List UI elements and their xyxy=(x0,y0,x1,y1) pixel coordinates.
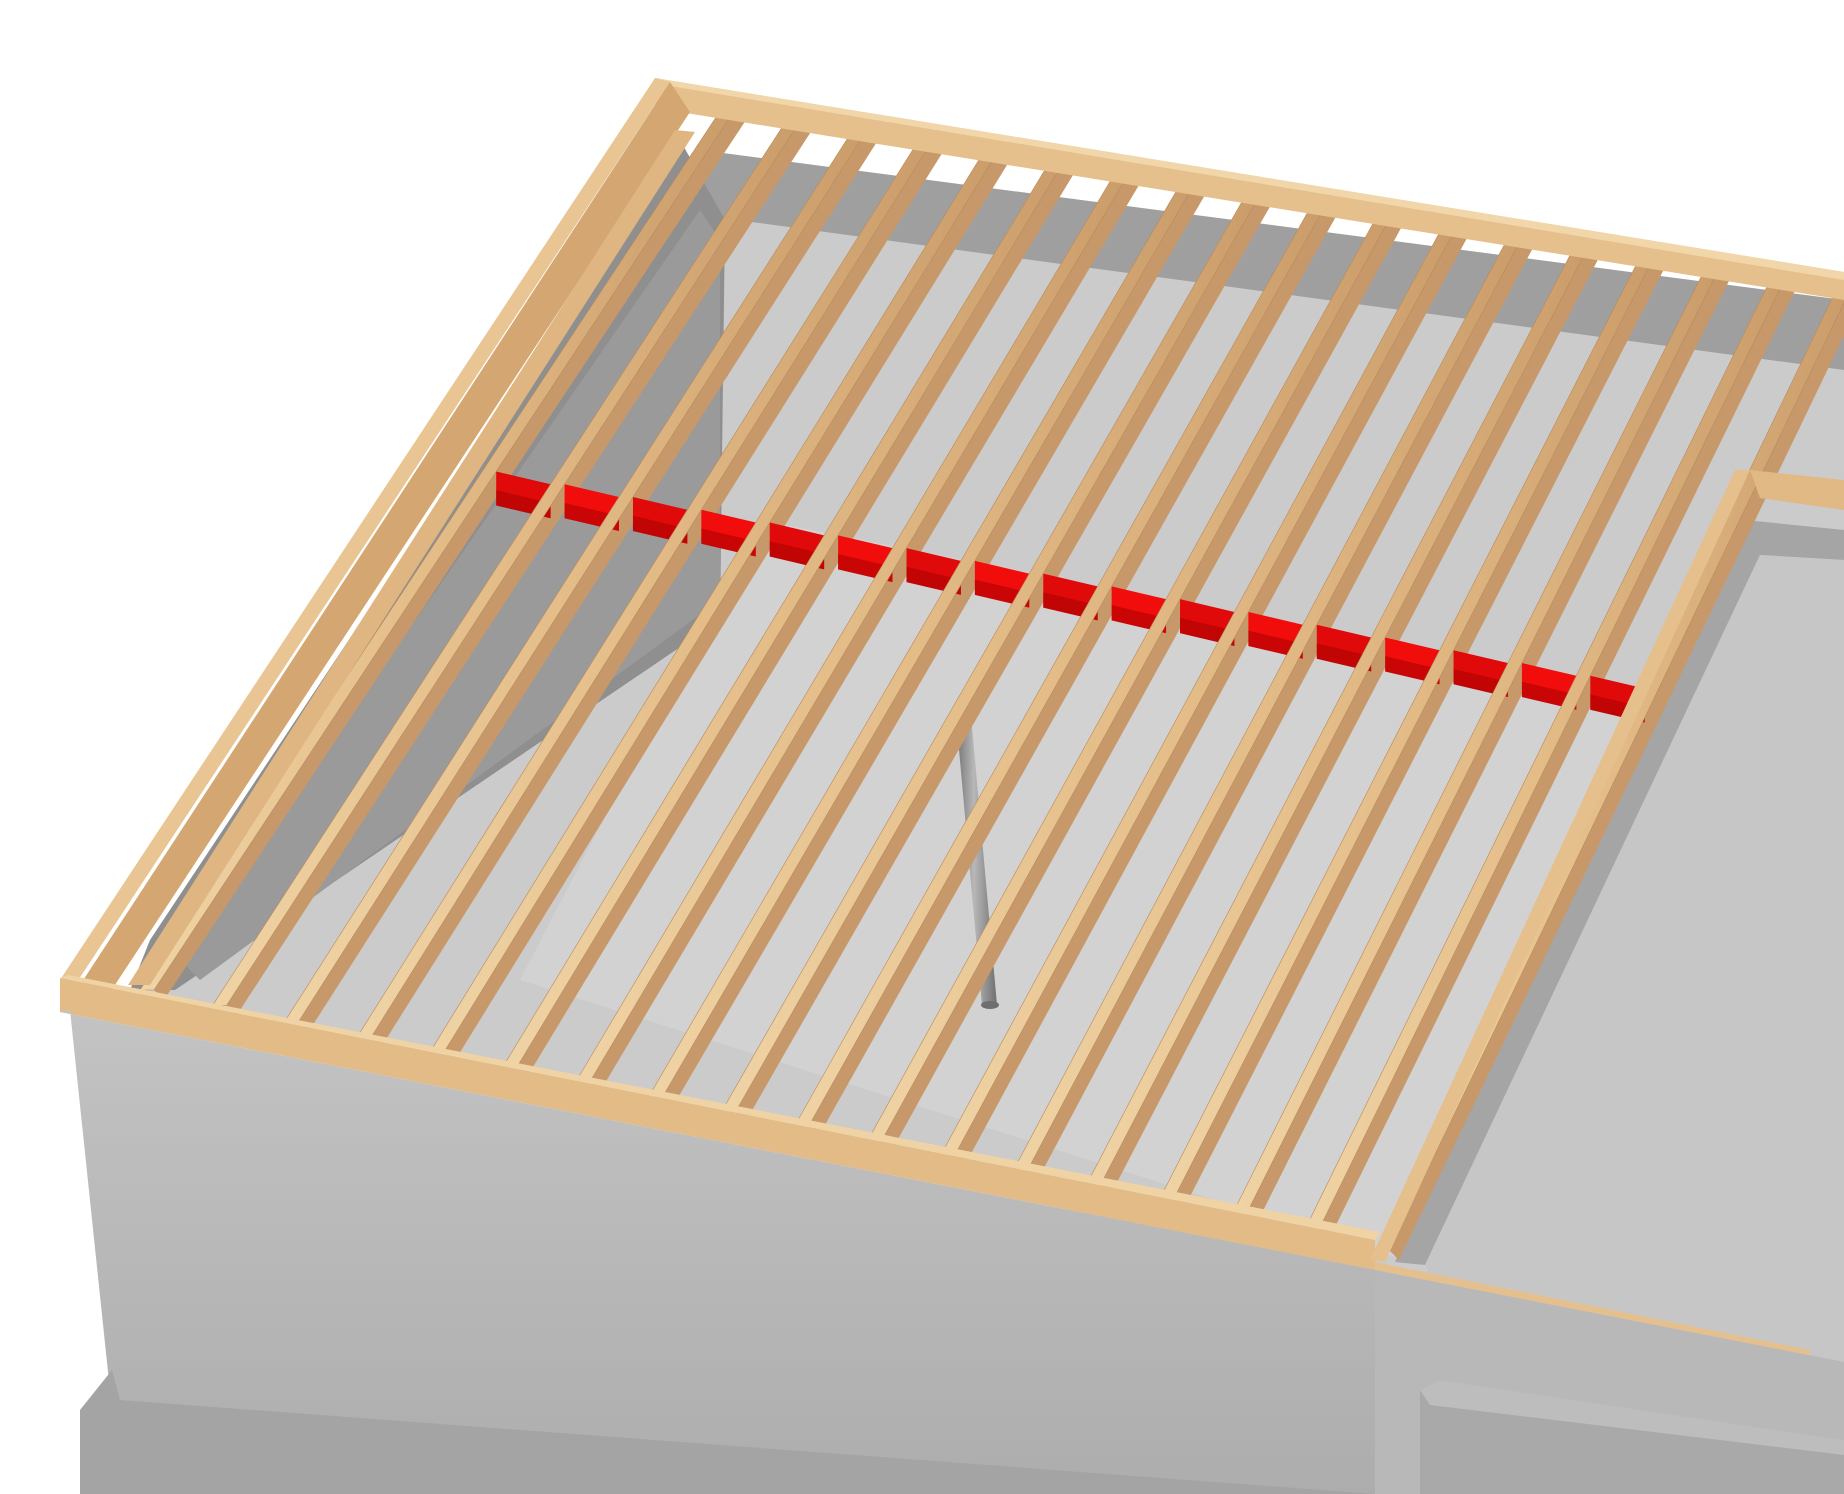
post-base xyxy=(981,1001,999,1009)
floor-joist-side xyxy=(154,96,754,1000)
floor-joists-group xyxy=(154,96,1844,1260)
rim-joist-left-double xyxy=(128,130,695,985)
left-inner-wall-face xyxy=(180,210,720,980)
right-room-slab xyxy=(1425,555,1844,1494)
floor-joist-side xyxy=(1171,249,1669,1215)
floor-joist-side xyxy=(953,216,1473,1169)
footing-right-top xyxy=(1420,1380,1844,1455)
rim-joist-back-top xyxy=(655,78,1844,280)
rim-joist-right xyxy=(1370,470,1750,1262)
floor-joist-side xyxy=(1025,227,1538,1184)
floor-joist-side xyxy=(1316,271,1799,1245)
floor-joist-side xyxy=(1389,302,1844,1260)
rim-joist-left-inner xyxy=(80,82,690,1000)
floor-joist-side xyxy=(662,172,1212,1108)
foundation-front-wall xyxy=(60,1010,1375,1494)
floor-joist-side xyxy=(299,117,885,1031)
rim-joist-right-side xyxy=(1750,470,1844,510)
floor-joist-side xyxy=(880,205,1407,1153)
rim-joist-front xyxy=(60,978,1375,1270)
floor-joist-side xyxy=(371,128,950,1046)
floor-joist-side xyxy=(226,106,820,1016)
rim-joist-front-top xyxy=(60,975,1380,1240)
floor-joist-side xyxy=(735,183,1277,1123)
right-room-wall xyxy=(1395,520,1844,1265)
floor-joist-side xyxy=(444,139,1016,1062)
floor-joist-side xyxy=(589,161,1146,1092)
footing xyxy=(80,1370,1375,1494)
blocking-block-shade xyxy=(1521,681,1577,710)
joist-tops-group xyxy=(139,95,1844,1251)
rim-joist-left xyxy=(60,78,670,985)
rim-joist-back xyxy=(655,78,1844,300)
floor-joist-side xyxy=(1098,238,1603,1199)
floor-joist-side xyxy=(517,150,1081,1077)
floor-joist-side xyxy=(807,194,1342,1138)
floor-joist-side xyxy=(1243,260,1734,1230)
